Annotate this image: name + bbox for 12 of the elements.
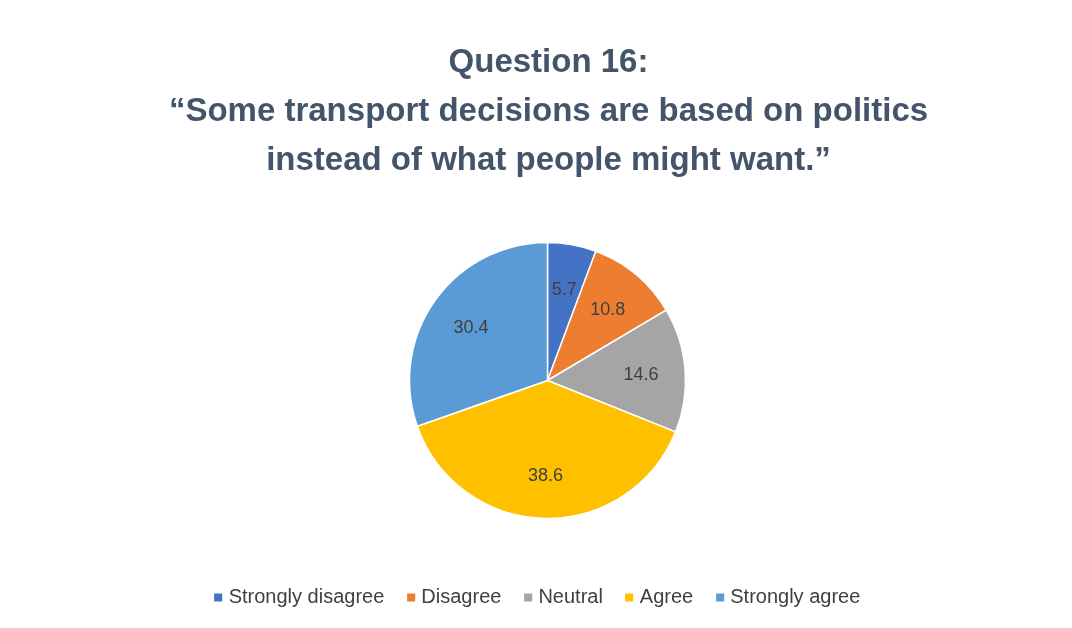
data-label: 38.6 — [527, 464, 563, 485]
data-label: 10.8 — [590, 299, 626, 320]
legend-label: Neutral — [538, 585, 603, 608]
data-label: 30.4 — [453, 316, 489, 337]
legend-label: Strongly agree — [730, 585, 861, 608]
chart-subtitle: “Some transport decisions are based on politics instead of what people might want.” — [168, 91, 929, 177]
legend-label: Strongly disagree — [228, 585, 385, 608]
legend-label: Disagree — [421, 585, 502, 608]
chart-title: Question 16: — [448, 42, 649, 79]
legend-label: Agree — [639, 585, 694, 608]
data-label: 5.7 — [551, 278, 577, 299]
data-label: 14.6 — [623, 363, 659, 384]
